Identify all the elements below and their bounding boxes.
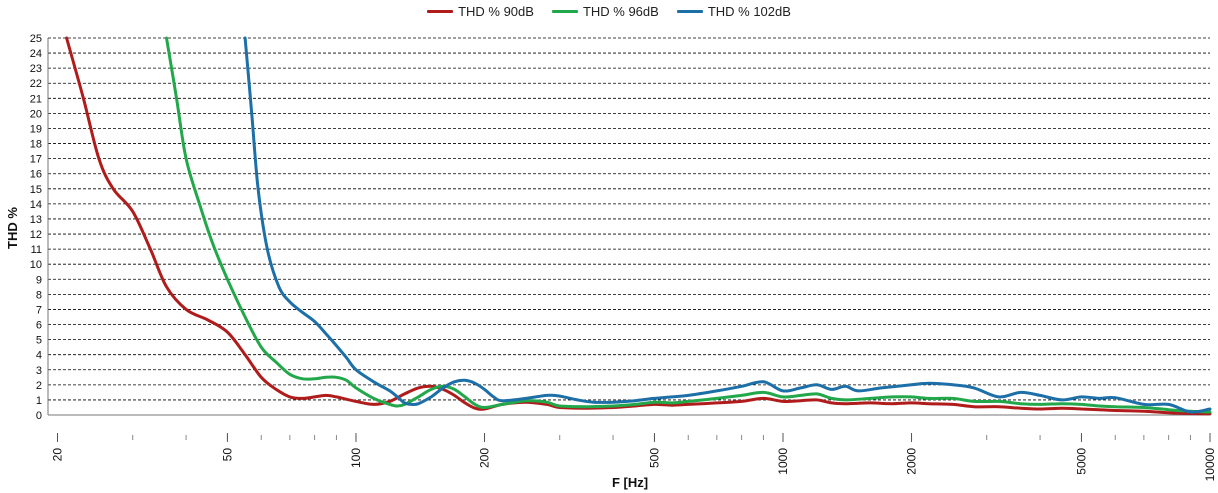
- x-axis-title: F [Hz]: [612, 475, 648, 490]
- series-line-90db: [65, 36, 1212, 416]
- x-tick-label: 2000: [905, 448, 919, 475]
- series-line-102db: [243, 36, 1212, 414]
- y-tick-label: 22: [30, 78, 42, 90]
- y-tick-label: 20: [30, 108, 42, 120]
- y-tick-label: 21: [30, 93, 42, 105]
- x-tick-label: 5000: [1074, 448, 1088, 475]
- y-tick-label: 16: [30, 169, 42, 181]
- series-lines: [65, 36, 1212, 416]
- y-tick-label: 5: [36, 335, 42, 347]
- legend-swatch-96db: [551, 10, 578, 13]
- x-tick-label: 500: [647, 448, 661, 468]
- y-tick-label: 25: [30, 33, 42, 45]
- axes: 0123456789101112131415161718192021222324…: [30, 33, 1217, 481]
- legend-label-102db: THD % 102dB: [707, 4, 791, 19]
- legend-swatch-102db: [676, 10, 703, 13]
- x-tick-label: 10000: [1203, 448, 1217, 482]
- legend: THD % 90dB THD % 96dB THD % 102dB: [0, 4, 1218, 19]
- y-tick-label: 8: [36, 289, 42, 301]
- y-tick-label: 7: [36, 304, 42, 316]
- y-tick-label: 1: [36, 395, 42, 407]
- y-tick-label: 4: [36, 350, 42, 362]
- y-tick-label: 13: [30, 214, 42, 226]
- y-tick-label: 6: [36, 320, 42, 332]
- y-tick-label: 14: [30, 199, 42, 211]
- x-tick-label: 1000: [776, 448, 790, 475]
- x-tick-label: 20: [51, 448, 65, 462]
- grid-lines: [48, 37, 1210, 401]
- x-tick-label: 100: [349, 448, 363, 468]
- y-tick-label: 15: [30, 184, 42, 196]
- legend-item-102db: THD % 102dB: [676, 4, 791, 19]
- y-tick-label: 10: [30, 259, 42, 271]
- legend-label-96db: THD % 96dB: [582, 4, 659, 19]
- y-axis-title: THD %: [5, 207, 20, 249]
- y-tick-label: 23: [30, 63, 42, 75]
- series-line-96db: [165, 36, 1212, 414]
- y-tick-label: 3: [36, 365, 42, 377]
- legend-item-90db: THD % 90dB: [427, 4, 534, 19]
- x-tick-label: 200: [478, 448, 492, 468]
- y-tick-label: 19: [30, 123, 42, 135]
- y-tick-label: 9: [36, 274, 42, 286]
- x-tick-label: 50: [220, 448, 234, 462]
- y-tick-label: 11: [31, 244, 42, 256]
- y-tick-label: 2: [36, 380, 42, 392]
- legend-label-90db: THD % 90dB: [458, 4, 534, 19]
- y-tick-label: 0: [36, 410, 42, 422]
- y-tick-label: 12: [30, 229, 42, 241]
- y-tick-label: 18: [30, 139, 42, 151]
- legend-item-96db: THD % 96dB: [551, 4, 659, 19]
- legend-swatch-90db: [427, 10, 454, 13]
- y-tick-label: 24: [30, 48, 42, 60]
- y-tick-label: 17: [30, 154, 42, 166]
